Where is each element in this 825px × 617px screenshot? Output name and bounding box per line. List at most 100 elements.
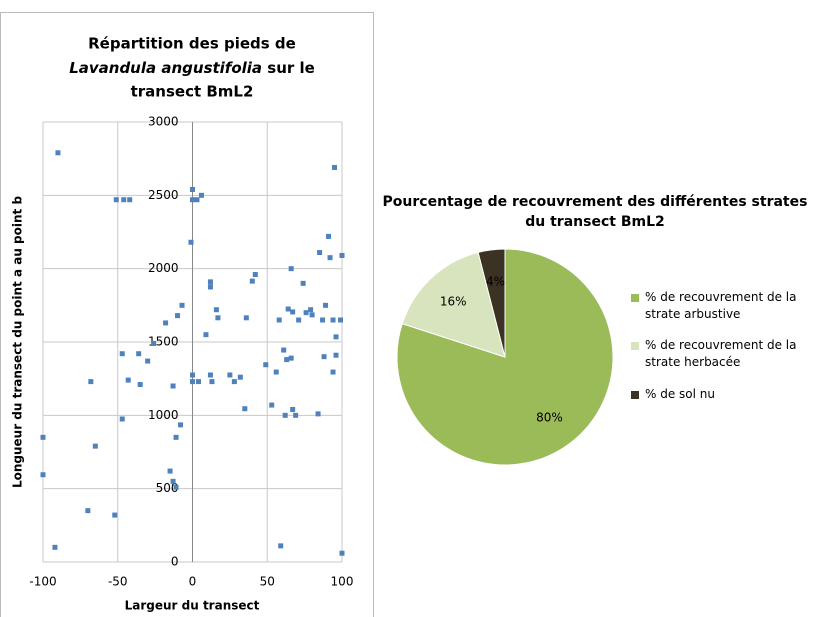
- chart-title-italic: Lavandula angustifolia: [69, 59, 262, 77]
- point: [40, 434, 46, 440]
- point: [207, 284, 213, 290]
- point: [190, 379, 195, 385]
- point: [288, 355, 294, 361]
- chart-title: Répartition des pieds de: [88, 35, 296, 53]
- point: [284, 357, 290, 363]
- point: [190, 197, 195, 203]
- point: [296, 317, 302, 323]
- y-axis-label: Longueur du transect du point a au point…: [11, 196, 25, 488]
- point: [198, 192, 204, 198]
- point: [278, 543, 284, 549]
- point: [308, 307, 314, 313]
- pie-title: Pourcentage de recouvrement des différen…: [382, 194, 808, 230]
- point: [173, 434, 179, 440]
- point: [263, 362, 269, 368]
- point: [317, 250, 323, 256]
- x-tick-label: 0: [189, 575, 197, 589]
- point: [333, 352, 339, 358]
- point: [290, 309, 296, 315]
- point: [273, 369, 279, 375]
- point: [52, 544, 58, 550]
- point: [231, 379, 237, 385]
- x-tick-label: 50: [260, 575, 275, 589]
- point: [119, 416, 125, 422]
- point: [323, 302, 329, 308]
- point: [320, 317, 326, 323]
- x-tick-label: 100: [331, 575, 354, 589]
- point: [209, 379, 215, 385]
- point: [213, 307, 219, 313]
- point: [125, 377, 131, 383]
- point: [327, 255, 333, 261]
- point: [178, 422, 184, 428]
- point: [207, 372, 213, 378]
- data-label: 16%: [440, 294, 467, 308]
- point: [195, 379, 201, 385]
- point: [179, 302, 185, 308]
- point: [85, 508, 91, 514]
- point: [333, 334, 339, 340]
- point: [252, 272, 258, 278]
- point: [88, 379, 94, 385]
- y-tick-label: 500: [156, 481, 179, 495]
- point: [145, 358, 151, 364]
- point: [137, 382, 143, 388]
- point: [227, 372, 233, 378]
- y-tick-label: 1000: [148, 408, 179, 422]
- point: [92, 443, 98, 449]
- point: [207, 279, 213, 285]
- y-tick-label: 2500: [148, 188, 179, 202]
- x-tick-label: -100: [29, 575, 56, 589]
- point: [315, 411, 321, 417]
- legend-swatch: [631, 342, 639, 350]
- point: [175, 313, 181, 319]
- legend-swatch: [631, 391, 639, 399]
- point: [170, 478, 176, 484]
- point: [55, 150, 61, 156]
- point: [285, 306, 291, 312]
- point: [242, 406, 248, 412]
- point: [237, 374, 243, 380]
- point: [282, 412, 288, 418]
- legend-entry: % de sol nu: [645, 387, 715, 401]
- pie-slice: [396, 248, 614, 466]
- point: [170, 383, 176, 389]
- point: [290, 406, 296, 412]
- point: [321, 354, 327, 360]
- point: [339, 252, 345, 258]
- point: [288, 266, 294, 272]
- legend-swatch: [631, 294, 639, 302]
- point: [40, 472, 46, 478]
- point: [303, 310, 309, 316]
- point: [121, 197, 127, 203]
- point: [167, 468, 173, 474]
- point: [163, 320, 169, 326]
- point: [190, 372, 195, 378]
- point: [300, 280, 306, 286]
- y-tick-label: 0: [171, 555, 179, 569]
- point: [338, 317, 344, 323]
- y-tick-label: 3000: [148, 115, 179, 129]
- point: [173, 484, 179, 490]
- point: [190, 186, 195, 192]
- point: [215, 315, 221, 321]
- point: [243, 315, 249, 321]
- point: [119, 351, 125, 357]
- point: [276, 317, 282, 323]
- point: [136, 351, 142, 357]
- point: [203, 332, 209, 338]
- point: [293, 412, 299, 418]
- point: [330, 369, 336, 375]
- point: [332, 164, 338, 170]
- data-label: 80%: [536, 411, 563, 425]
- point: [339, 550, 345, 556]
- point: [249, 278, 255, 284]
- point: [113, 197, 119, 203]
- point: [127, 197, 133, 203]
- point: [330, 317, 336, 323]
- x-tick-label: -50: [108, 575, 128, 589]
- pie-slice: [477, 248, 506, 358]
- chart-title: Lavandula angustifolia sur le: [69, 59, 315, 77]
